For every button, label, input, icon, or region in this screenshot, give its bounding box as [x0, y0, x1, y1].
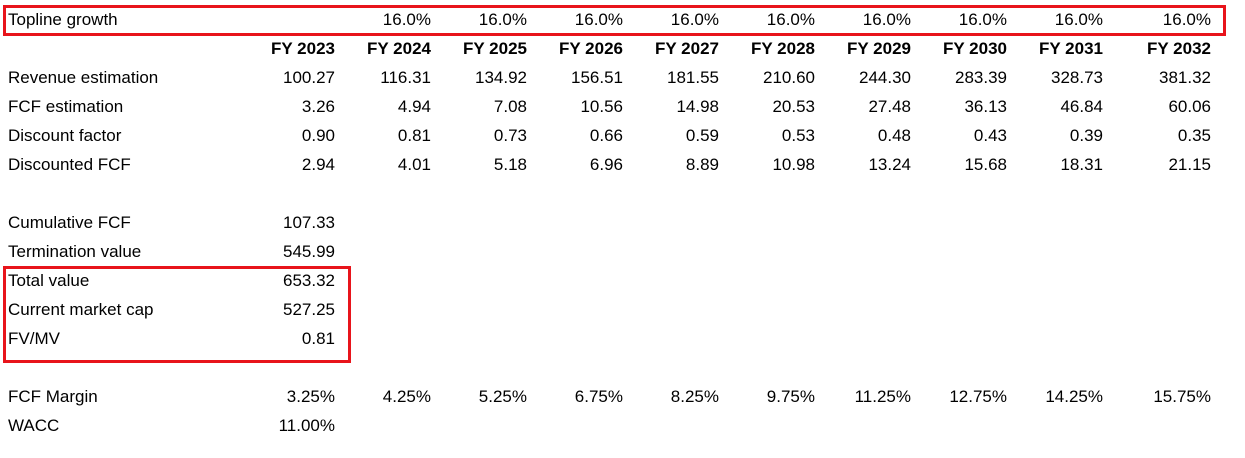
row-label: Current market cap: [8, 300, 154, 319]
cell-value: 156.51: [571, 68, 623, 87]
column-header: FY 2025: [463, 39, 527, 58]
cell-value: 8.89: [685, 155, 719, 174]
row-label: Revenue estimation: [8, 68, 159, 87]
cell-value: 16.0%: [670, 10, 719, 29]
cell-value: 100.27: [283, 68, 335, 87]
cell-value: 15.75%: [1153, 387, 1211, 406]
column-header: FY 2028: [751, 39, 815, 58]
column-header: FY 2030: [943, 39, 1007, 58]
row-label: FCF estimation: [8, 97, 124, 116]
cell-value: 13.24: [868, 155, 911, 174]
cell-value: 4.01: [397, 155, 431, 174]
cell-value: 134.92: [475, 68, 527, 87]
cell-value: 46.84: [1060, 97, 1103, 116]
cell-value: 283.39: [955, 68, 1007, 87]
cell-value: 0.59: [685, 126, 719, 145]
cell-value: 5.18: [493, 155, 527, 174]
cell-value: 0.73: [493, 126, 527, 145]
cell-value: 6.96: [589, 155, 623, 174]
cell-value: 16.0%: [766, 10, 815, 29]
cell-value: 0.39: [1069, 126, 1103, 145]
column-header: FY 2029: [847, 39, 911, 58]
column-header: FY 2032: [1147, 39, 1211, 58]
column-header: FY 2026: [559, 39, 623, 58]
cell-value: 0.90: [301, 126, 335, 145]
cell-value: 16.0%: [958, 10, 1007, 29]
cell-value: 0.35: [1177, 126, 1211, 145]
cell-value: 5.25%: [478, 387, 527, 406]
cell-value: 12.75%: [949, 387, 1007, 406]
cell-value: 18.31: [1060, 155, 1103, 174]
row-label: Total value: [8, 271, 90, 290]
highlight-box: [3, 266, 351, 363]
cell-value: 0.43: [973, 126, 1007, 145]
cell-value: 21.15: [1168, 155, 1211, 174]
cell-value: 2.94: [301, 155, 335, 174]
column-header: FY 2024: [367, 39, 431, 58]
cell-value: 4.94: [397, 97, 431, 116]
cell-value: 9.75%: [766, 387, 815, 406]
row-label: Termination value: [8, 242, 142, 261]
row-label: FCF Margin: [8, 387, 98, 406]
cell-value: 27.48: [868, 97, 911, 116]
column-header: FY 2023: [271, 39, 335, 58]
row-label: WACC: [8, 416, 60, 435]
cell-value: 0.66: [589, 126, 623, 145]
cell-value: 16.0%: [382, 10, 431, 29]
column-header: FY 2031: [1039, 39, 1103, 58]
cell-value: 116.31: [380, 68, 431, 87]
cell-value: 545.99: [283, 242, 335, 261]
cell-value: 14.25%: [1045, 387, 1103, 406]
cell-value: 16.0%: [478, 10, 527, 29]
cell-value: 20.53: [772, 97, 815, 116]
cell-value: 210.60: [763, 68, 815, 87]
cell-value: 0.81: [301, 329, 335, 348]
cell-value: 11.25%: [854, 387, 911, 406]
cell-value: 6.75%: [574, 387, 623, 406]
cell-value: 10.98: [772, 155, 815, 174]
row-label: Topline growth: [8, 10, 118, 29]
column-header: FY 2027: [655, 39, 719, 58]
cell-value: 653.32: [283, 271, 335, 290]
cell-value: 15.68: [964, 155, 1007, 174]
cell-value: 244.30: [859, 68, 911, 87]
row-label: Discount factor: [8, 126, 122, 145]
cell-value: 527.25: [283, 300, 335, 319]
cell-value: 3.25%: [286, 387, 335, 406]
cell-value: 328.73: [1051, 68, 1103, 87]
cell-value: 381.32: [1159, 68, 1211, 87]
row-label: Discounted FCF: [8, 155, 131, 174]
cell-value: 36.13: [964, 97, 1007, 116]
cell-value: 0.48: [877, 126, 911, 145]
row-label: Cumulative FCF: [8, 213, 131, 232]
cell-value: 16.0%: [1054, 10, 1103, 29]
cell-value: 14.98: [676, 97, 719, 116]
cell-value: 181.55: [667, 68, 719, 87]
cell-value: 10.56: [580, 97, 623, 116]
cell-value: 0.81: [397, 126, 431, 145]
cell-value: 0.53: [781, 126, 815, 145]
cell-value: 3.26: [301, 97, 335, 116]
cell-value: 16.0%: [1162, 10, 1211, 29]
cell-value: 107.33: [283, 213, 335, 232]
row-label: FV/MV: [8, 329, 60, 348]
cell-value: 4.25%: [382, 387, 431, 406]
highlight-box: [3, 5, 1226, 36]
cell-value: 11.00%: [278, 416, 335, 435]
cell-value: 16.0%: [574, 10, 623, 29]
cell-value: 8.25%: [670, 387, 719, 406]
cell-value: 16.0%: [862, 10, 911, 29]
cell-value: 60.06: [1168, 97, 1211, 116]
cell-value: 7.08: [493, 97, 527, 116]
